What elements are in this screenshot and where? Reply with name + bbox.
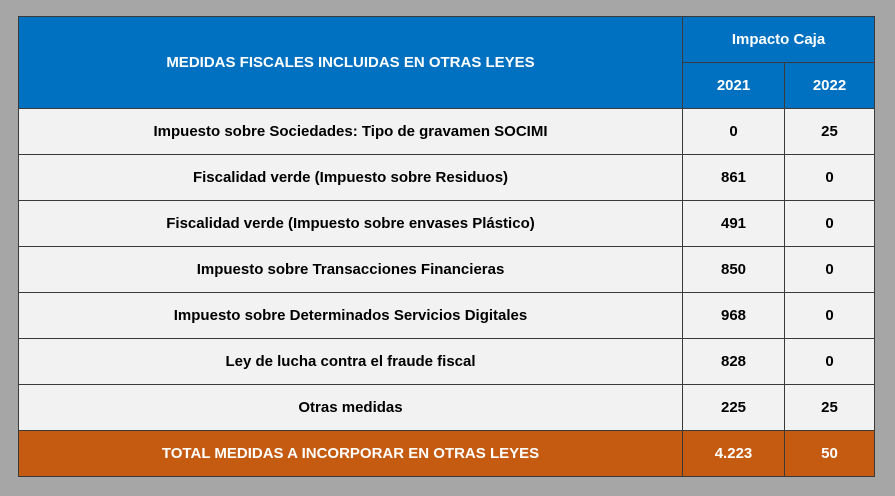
fiscal-measures-table: MEDIDAS FISCALES INCLUIDAS EN OTRAS LEYE… bbox=[18, 16, 875, 477]
impact-group-header: Impacto Caja bbox=[682, 16, 875, 63]
row-value-2021: 0 bbox=[682, 108, 785, 155]
row-value-2021: 968 bbox=[682, 292, 785, 339]
year-2021-header: 2021 bbox=[682, 62, 785, 109]
row-label: Impuesto sobre Sociedades: Tipo de grava… bbox=[18, 108, 683, 155]
row-label: Impuesto sobre Determinados Servicios Di… bbox=[18, 292, 683, 339]
row-value-2022: 0 bbox=[784, 292, 875, 339]
table-row: Fiscalidad verde (Impuesto sobre Residuo… bbox=[18, 154, 875, 201]
row-label: Fiscalidad verde (Impuesto sobre envases… bbox=[18, 200, 683, 247]
table-row: Otras medidas 225 25 bbox=[18, 384, 875, 431]
table-row: Impuesto sobre Transacciones Financieras… bbox=[18, 246, 875, 293]
year-2022-header: 2022 bbox=[784, 62, 875, 109]
row-value-2022: 25 bbox=[784, 384, 875, 431]
row-value-2021: 491 bbox=[682, 200, 785, 247]
table-row: Impuesto sobre Determinados Servicios Di… bbox=[18, 292, 875, 339]
total-value-2022: 50 bbox=[784, 430, 875, 477]
row-label: Impuesto sobre Transacciones Financieras bbox=[18, 246, 683, 293]
row-label: Ley de lucha contra el fraude fiscal bbox=[18, 338, 683, 385]
total-label: TOTAL MEDIDAS A INCORPORAR EN OTRAS LEYE… bbox=[18, 430, 683, 477]
row-value-2022: 0 bbox=[784, 338, 875, 385]
row-value-2022: 0 bbox=[784, 154, 875, 201]
total-row: TOTAL MEDIDAS A INCORPORAR EN OTRAS LEYE… bbox=[18, 430, 875, 477]
table-title: MEDIDAS FISCALES INCLUIDAS EN OTRAS LEYE… bbox=[18, 16, 683, 109]
table-row: Impuesto sobre Sociedades: Tipo de grava… bbox=[18, 108, 875, 155]
row-value-2021: 861 bbox=[682, 154, 785, 201]
row-label: Fiscalidad verde (Impuesto sobre Residuo… bbox=[18, 154, 683, 201]
row-value-2022: 0 bbox=[784, 246, 875, 293]
row-label: Otras medidas bbox=[18, 384, 683, 431]
row-value-2022: 0 bbox=[784, 200, 875, 247]
table-row: Fiscalidad verde (Impuesto sobre envases… bbox=[18, 200, 875, 247]
row-value-2022: 25 bbox=[784, 108, 875, 155]
table-row: Ley de lucha contra el fraude fiscal 828… bbox=[18, 338, 875, 385]
row-value-2021: 225 bbox=[682, 384, 785, 431]
total-value-2021: 4.223 bbox=[682, 430, 785, 477]
row-value-2021: 828 bbox=[682, 338, 785, 385]
row-value-2021: 850 bbox=[682, 246, 785, 293]
